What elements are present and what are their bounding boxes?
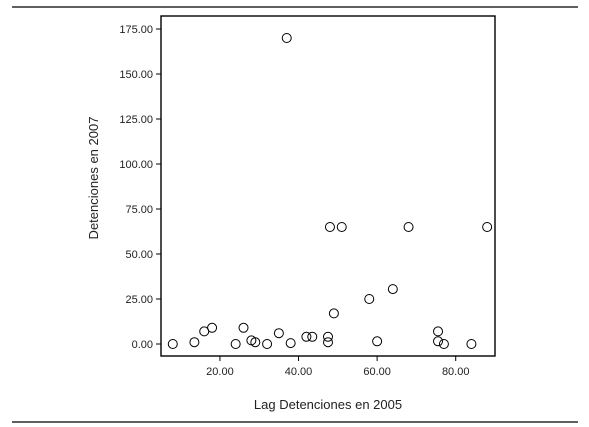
- y-axis-label: Detenciones en 2007: [86, 117, 101, 240]
- data-point: [167, 339, 178, 349]
- data-point: [372, 336, 383, 347]
- data-point: [323, 337, 333, 348]
- data-point: [207, 322, 218, 333]
- data-point: [301, 331, 312, 342]
- y-tick-label: 125.00: [119, 114, 153, 126]
- y-tick-label: 50.00: [125, 249, 153, 261]
- data-point: [364, 294, 375, 304]
- data-point: [189, 337, 200, 348]
- data-point: [285, 338, 296, 349]
- data-point: [403, 222, 414, 232]
- plot-area: [160, 15, 496, 357]
- data-point: [323, 331, 333, 342]
- data-point: [466, 339, 477, 349]
- y-tick-label: 0.00: [132, 339, 153, 351]
- data-point: [250, 337, 261, 348]
- data-point: [328, 308, 339, 319]
- x-tick-label: 40.00: [285, 366, 313, 378]
- x-axis: 20.00 40.00 60.00 80.00: [206, 356, 469, 378]
- data-point: [433, 326, 444, 337]
- x-tick-label: 80.00: [442, 366, 470, 378]
- x-tick-label: 20.00: [206, 366, 234, 378]
- data-point: [387, 284, 398, 295]
- data-point: [433, 336, 444, 347]
- data-point: [336, 222, 347, 232]
- y-tick-label: 100.00: [119, 159, 153, 171]
- x-axis-label: Lag Detenciones en 2005: [254, 397, 402, 412]
- data-point: [273, 328, 284, 339]
- data-point: [230, 339, 241, 349]
- data-point: [438, 339, 449, 349]
- y-tick-label: 150.00: [119, 69, 153, 81]
- x-tick-label: 60.00: [363, 366, 391, 378]
- data-point: [262, 339, 273, 349]
- data-point: [482, 222, 493, 232]
- y-tick-label: 75.00: [125, 204, 153, 216]
- data-points: [167, 33, 493, 349]
- y-tick-label: 25.00: [125, 294, 153, 306]
- y-axis: 0.00 25.00 50.00 75.00 100.00 125.00 150.00 175…: [119, 24, 161, 351]
- data-point: [307, 331, 318, 342]
- data-point: [281, 33, 292, 43]
- data-point: [238, 322, 249, 333]
- y-tick-label: 175.00: [119, 24, 153, 36]
- data-point: [324, 222, 335, 232]
